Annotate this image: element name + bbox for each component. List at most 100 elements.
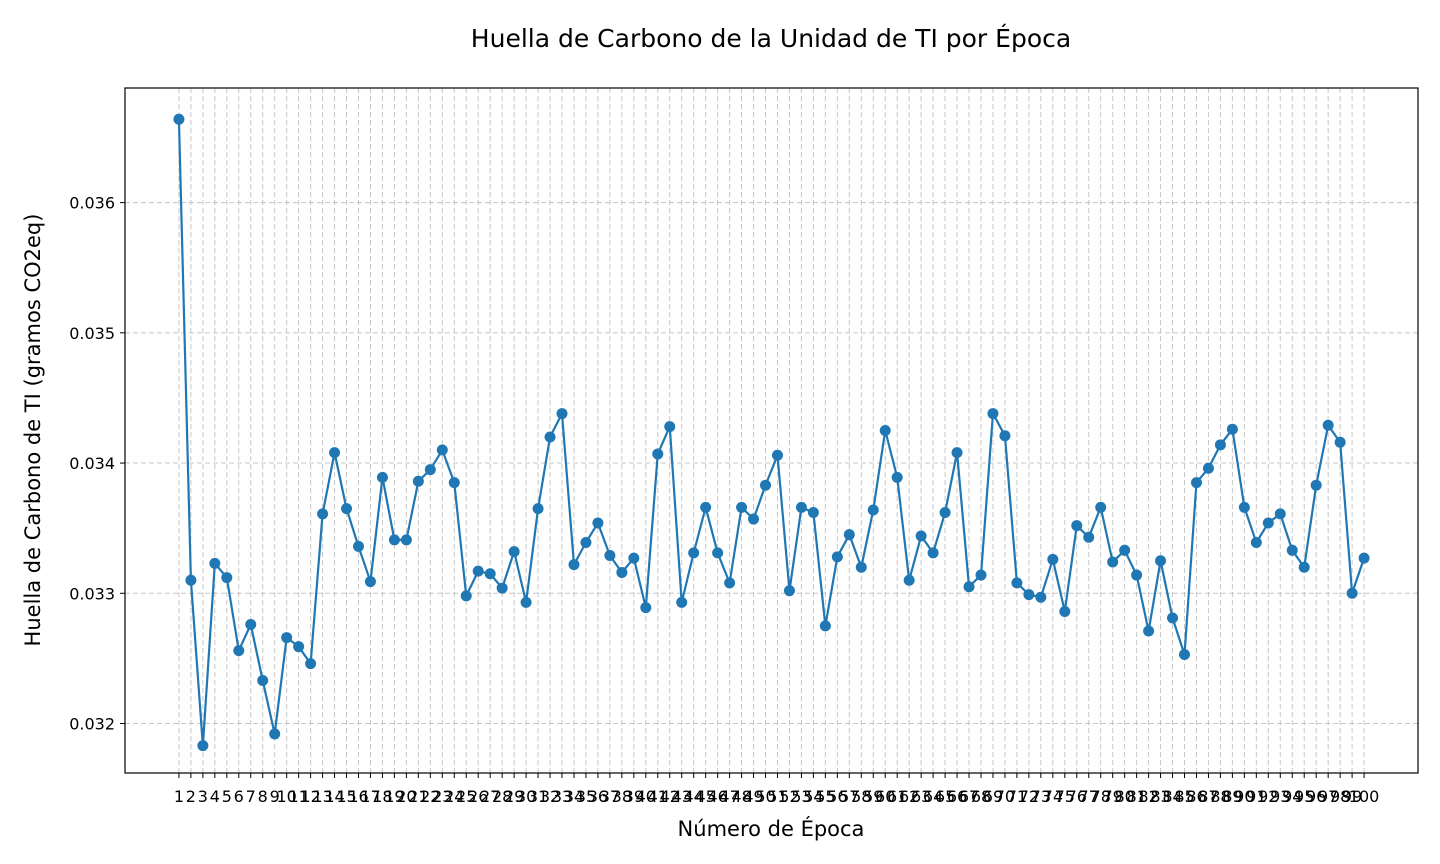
data-point bbox=[568, 559, 580, 571]
x-tick-label: 14 bbox=[324, 787, 344, 806]
data-point bbox=[1071, 520, 1083, 532]
x-tick-label: 81 bbox=[1126, 787, 1146, 806]
data-point bbox=[257, 675, 269, 687]
data-point bbox=[855, 561, 867, 573]
x-tick-label: 27 bbox=[480, 787, 500, 806]
x-tick-label: 30 bbox=[516, 787, 536, 806]
x-tick-label: 80 bbox=[1114, 787, 1134, 806]
data-point bbox=[245, 619, 257, 631]
x-tick-label: 6 bbox=[234, 787, 244, 806]
data-point bbox=[760, 479, 772, 491]
x-tick-label: 73 bbox=[1031, 787, 1051, 806]
x-tick-label: 51 bbox=[767, 787, 787, 806]
plot-frame bbox=[124, 87, 1419, 774]
x-tick-label: 75 bbox=[1055, 787, 1075, 806]
y-axis-label: Huella de Carbono de TI (gramos CO2eq) bbox=[21, 214, 45, 647]
data-point bbox=[1047, 553, 1059, 565]
x-tick-label: 15 bbox=[336, 787, 356, 806]
x-tick-label: 59 bbox=[863, 787, 883, 806]
x-tick-label: 77 bbox=[1079, 787, 1099, 806]
data-point bbox=[556, 408, 568, 420]
data-point bbox=[1358, 552, 1370, 564]
x-tick-label: 91 bbox=[1246, 787, 1266, 806]
data-point bbox=[676, 596, 688, 608]
data-point bbox=[221, 572, 233, 584]
x-tick-label: 22 bbox=[420, 787, 440, 806]
x-tick-label: 21 bbox=[408, 787, 428, 806]
x-tick-label: 26 bbox=[468, 787, 488, 806]
data-point bbox=[1011, 577, 1023, 589]
data-point bbox=[1298, 561, 1310, 573]
data-point bbox=[472, 565, 484, 577]
x-tick-label: 53 bbox=[791, 787, 811, 806]
data-point bbox=[185, 574, 197, 586]
data-point bbox=[436, 444, 448, 456]
data-point bbox=[939, 507, 951, 519]
x-tick-label: 49 bbox=[743, 787, 763, 806]
x-tick-label: 92 bbox=[1258, 787, 1278, 806]
x-tick-label: 25 bbox=[456, 787, 476, 806]
x-tick-label: 17 bbox=[360, 787, 380, 806]
x-tick-label: 2 bbox=[186, 787, 196, 806]
x-tick-label: 42 bbox=[660, 787, 680, 806]
data-point bbox=[1202, 462, 1214, 474]
x-tick-label: 44 bbox=[684, 787, 704, 806]
data-point bbox=[843, 529, 855, 541]
data-point bbox=[1322, 419, 1334, 431]
x-tick-label: 57 bbox=[839, 787, 859, 806]
data-point bbox=[867, 504, 879, 516]
data-point bbox=[341, 503, 353, 515]
data-point bbox=[400, 534, 412, 546]
x-tick-label: 84 bbox=[1162, 787, 1182, 806]
data-point bbox=[197, 740, 209, 752]
x-tick-label: 60 bbox=[875, 787, 895, 806]
x-tick-label: 94 bbox=[1282, 787, 1302, 806]
x-tick-label: 99 bbox=[1342, 787, 1362, 806]
data-point bbox=[951, 447, 963, 459]
data-point bbox=[544, 431, 556, 443]
x-tick-label: 100 bbox=[1349, 787, 1380, 806]
x-tick-label: 36 bbox=[588, 787, 608, 806]
x-tick-label: 64 bbox=[923, 787, 943, 806]
x-tick-label: 47 bbox=[719, 787, 739, 806]
x-tick-label: 29 bbox=[504, 787, 524, 806]
x-tick-label: 20 bbox=[396, 787, 416, 806]
x-tick-label: 89 bbox=[1222, 787, 1242, 806]
x-tick-label: 54 bbox=[803, 787, 823, 806]
data-point bbox=[1274, 508, 1286, 520]
x-tick-label: 38 bbox=[612, 787, 632, 806]
data-point bbox=[915, 530, 927, 542]
x-axis-label: Número de Época bbox=[678, 816, 865, 841]
data-point bbox=[233, 645, 245, 657]
data-point bbox=[831, 551, 843, 563]
data-point bbox=[927, 547, 939, 559]
data-point bbox=[604, 550, 616, 562]
x-tick-label: 3 bbox=[198, 787, 208, 806]
data-point bbox=[1286, 544, 1298, 556]
x-tick-label: 12 bbox=[300, 787, 320, 806]
x-tick-label: 31 bbox=[528, 787, 548, 806]
data-point bbox=[1095, 501, 1107, 513]
x-tick-label: 48 bbox=[731, 787, 751, 806]
data-point bbox=[376, 471, 388, 483]
data-point bbox=[1262, 517, 1274, 529]
data-point bbox=[628, 552, 640, 564]
data-point bbox=[999, 430, 1011, 442]
data-point bbox=[1107, 556, 1119, 568]
y-tick-label: 0.036 bbox=[69, 194, 115, 213]
x-tick-label: 86 bbox=[1186, 787, 1206, 806]
data-point bbox=[460, 590, 472, 602]
data-point bbox=[209, 557, 221, 569]
data-point bbox=[293, 641, 305, 653]
data-point bbox=[1310, 479, 1322, 491]
data-point bbox=[1155, 555, 1167, 567]
x-tick-label: 71 bbox=[1007, 787, 1027, 806]
data-point bbox=[903, 574, 915, 586]
data-point bbox=[664, 421, 676, 433]
x-tick-label: 62 bbox=[899, 787, 919, 806]
x-tick-label: 97 bbox=[1318, 787, 1338, 806]
x-tick-label: 9 bbox=[270, 787, 280, 806]
data-point bbox=[724, 577, 736, 589]
